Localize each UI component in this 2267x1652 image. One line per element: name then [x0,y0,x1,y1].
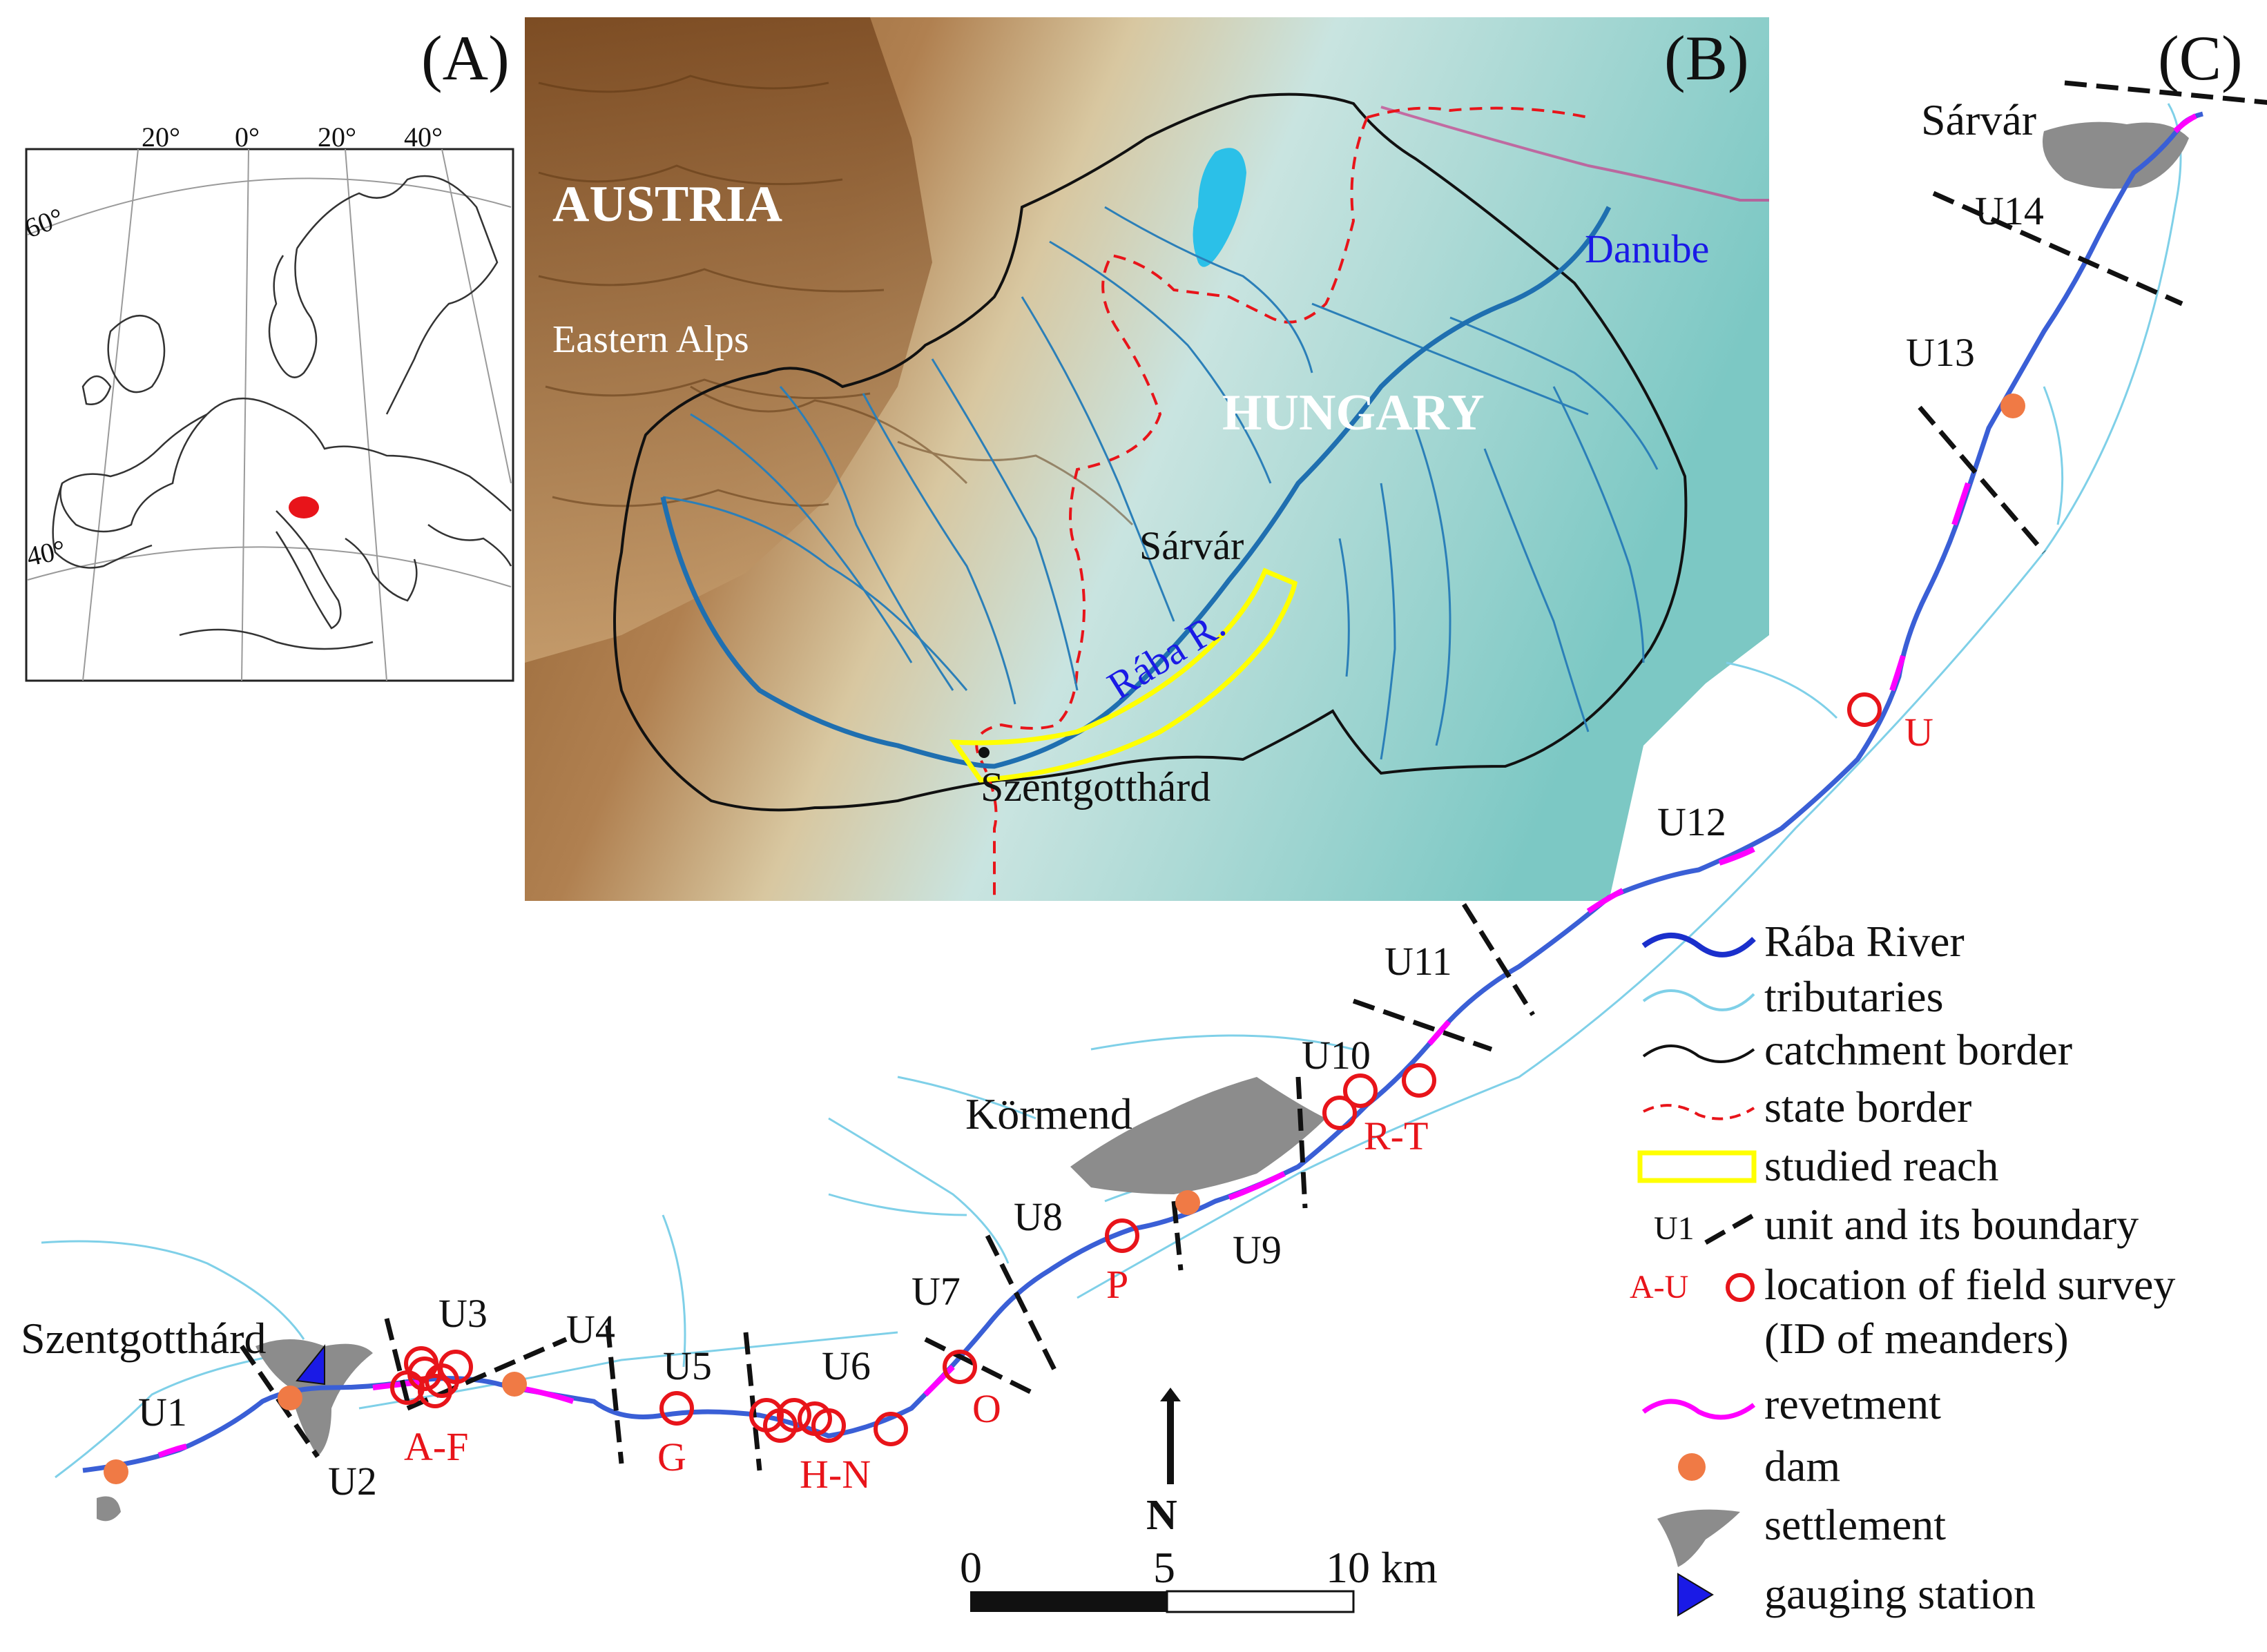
panel-c-study-reach: Szentgotthárd Körmend Sárvár U1 U2 U3 U4… [21,80,2267,1613]
legend-settlement-symbol [1657,1509,1740,1567]
label-szentgotthard-b: Szentgotthárd [981,764,1210,810]
revetments [157,113,2197,1458]
unit-label-u7: U7 [911,1269,961,1314]
scale-bar-black [970,1591,1167,1612]
danube-river [1380,106,1769,202]
legend-unit-symbol [1704,1212,1755,1245]
legend-survey-label: A-U [1630,1269,1688,1305]
label-hungary: HUNGARY [1222,385,1485,441]
legend-survey-1: location of field survey [1764,1260,2175,1309]
lake-neusiedl [1193,148,1246,267]
lon-label-40e: 40° [404,122,443,153]
catchment-border [613,93,1688,812]
panel-b-catchment-map: AUSTRIA HUNGARY Eastern Alps Danube Sárv… [525,17,1769,901]
gauging-station-c [296,1344,325,1386]
legend: Rába River tributaries catchment border … [1630,917,2175,1618]
lon-label-20e: 20° [318,122,356,153]
legend-survey-2: (ID of meanders) [1764,1314,2069,1363]
scale-bar-white [1166,1590,1355,1613]
north-label: N [1146,1492,1177,1539]
legend-dam-symbol [1678,1453,1706,1481]
unit-label-u13: U13 [1906,330,1975,375]
label-sarvar-b: Sárvár [1139,523,1244,568]
settlement-small [97,1496,121,1522]
settlement-sarvar [2043,122,2189,189]
label-eastern-alps: Eastern Alps [552,318,749,361]
legend-studied-reach: studied reach [1764,1141,1998,1190]
legend-reach-symbol [1637,1150,1757,1183]
unit-label-u9: U9 [1233,1227,1282,1272]
scale-label-0: 0 [960,1543,982,1592]
label-austria: AUSTRIA [552,176,782,233]
legend-catchment-border: catchment border [1764,1025,2072,1074]
legend-tributaries: tributaries [1764,972,1943,1021]
szentgotthard-point [978,747,990,758]
label-szentgotthard-c: Szentgotthárd [21,1314,266,1363]
legend-survey-symbol [1726,1273,1755,1302]
unit-label-u14: U14 [1975,188,2044,233]
meander-label-o: O [972,1386,1001,1431]
legend-revetment: revetment [1764,1379,1941,1428]
meander-label-p: P [1106,1262,1128,1307]
unit-label-u3: U3 [438,1291,488,1336]
unit-label-u12: U12 [1657,799,1726,844]
panel-label-c: (C) [2158,23,2243,93]
unit-label-u8: U8 [1014,1194,1063,1239]
unit-label-u5: U5 [663,1343,712,1388]
legend-gauging-symbol [1677,1573,1714,1617]
study-area-marker [289,496,319,518]
label-danube: Danube [1585,226,1709,271]
studied-reach-outline [949,567,1298,783]
unit-label-u2: U2 [328,1459,377,1504]
meander-label-h-n: H-N [800,1452,871,1497]
legend-tributary-symbol [1642,989,1755,1011]
legend-unit: unit and its boundary [1764,1200,2139,1249]
dams [104,393,2025,1484]
meander-label-r-t: R-T [1364,1114,1428,1158]
scale-label-5: 5 [1153,1543,1175,1592]
legend-unit-label: U1 [1654,1210,1695,1247]
state-border [975,117,1369,901]
legend-raba-river: Rába River [1764,917,1965,966]
unit-label-u6: U6 [822,1343,871,1388]
unit-label-u4: U4 [566,1307,615,1352]
label-sarvar-c: Sárvár [1921,95,2036,144]
graticule [27,148,512,681]
legend-catchment-symbol [1642,1044,1755,1063]
label-kormend: Körmend [965,1089,1132,1138]
unit-label-u10: U10 [1302,1033,1371,1078]
legend-dam: dam [1764,1441,1840,1490]
europe-coastline [52,175,512,650]
relief-ridges [538,75,1134,526]
lon-label-20w: 20° [142,122,180,153]
tributary-network [662,206,1659,760]
field-survey-circles [390,692,1882,1446]
settlement-kormend [1070,1077,1326,1194]
panel-label-b: (B) [1664,23,1749,93]
legend-river-symbol [1641,933,1756,958]
raba-river-catchment [660,206,1612,769]
unit-label-u1: U1 [138,1390,187,1435]
legend-state-border: state border [1764,1082,1971,1131]
meander-label-u: U [1904,710,1933,755]
legend-state-symbol [1643,1104,1755,1120]
panel-label-a: (A) [421,23,510,93]
legend-gauging: gauging station [1764,1569,2036,1618]
tributaries-c [41,103,2182,1479]
panel-a-europe-inset: 20° 0° 20° 40° 60° 40° [21,122,514,682]
meander-label-g: G [657,1435,686,1479]
unit-boundaries [240,80,2267,1471]
lon-label-0: 0° [235,122,260,153]
legend-revetment-symbol [1641,1399,1756,1420]
unit-label-u11: U11 [1385,939,1452,984]
north-arrow-icon [1160,1388,1181,1484]
scale-label-10km: 10 km [1326,1543,1438,1592]
legend-settlement: settlement [1764,1500,1946,1549]
settlement-szentgotthard [255,1339,373,1457]
meander-label-a-f: A-F [404,1424,468,1469]
